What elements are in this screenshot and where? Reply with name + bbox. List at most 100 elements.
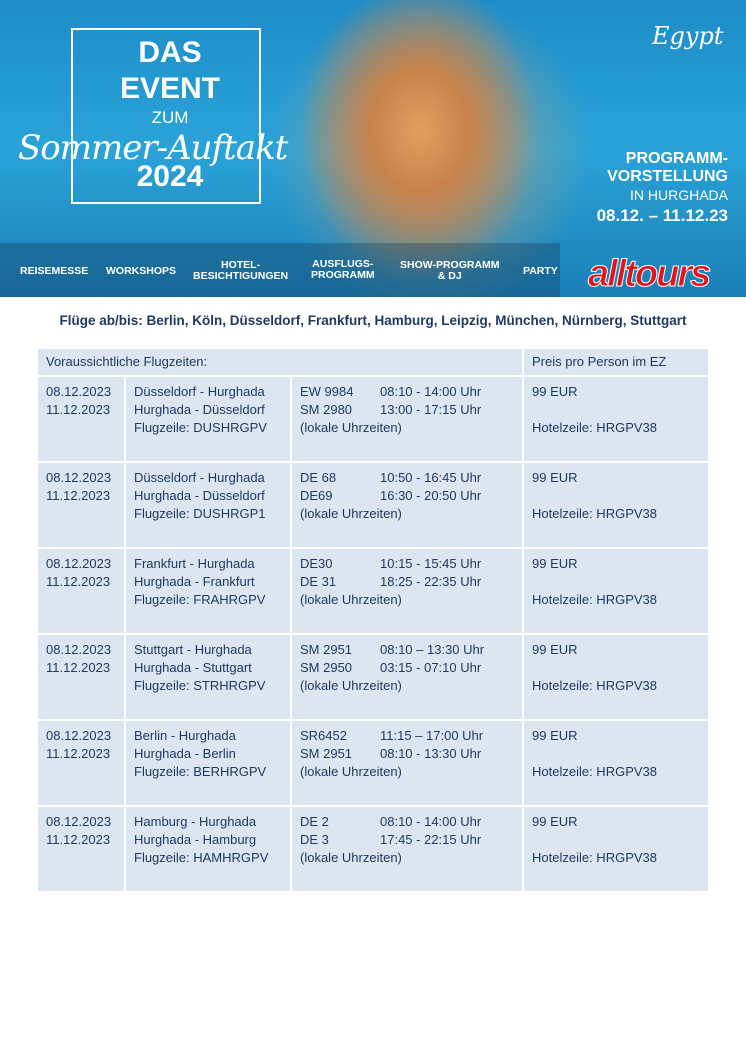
- hotel-code: Hotelzeile: HRGPV38: [532, 850, 657, 865]
- outbound-route: Hamburg - Hurghada: [134, 814, 257, 829]
- return-route: Hurghada - Stuttgart: [134, 660, 252, 675]
- table-row: 08.12.2023 11.12.2023 Stuttgart - Hurghad…: [38, 635, 708, 719]
- flight-table: Voraussichtliche Flugzeiten: Preis pro P…: [36, 347, 710, 893]
- return-date: 11.12.2023: [46, 832, 111, 847]
- dates-cell: 08.12.2023 11.12.2023: [38, 807, 124, 891]
- outbound-flight: SR6452: [300, 728, 347, 743]
- header-flight-times: Voraussichtliche Flugzeiten:: [38, 349, 522, 375]
- return-route: Hurghada - Düsseldorf: [134, 402, 265, 417]
- return-date: 11.12.2023: [46, 746, 111, 761]
- title-zum: ZUM: [151, 108, 189, 127]
- dates-cell: 08.12.2023 11.12.2023: [38, 721, 124, 805]
- outbound-date: 08.12.2023: [46, 642, 112, 657]
- route-cell: Düsseldorf - Hurghada Hurghada - Düsseldo…: [126, 377, 290, 461]
- program-line3: IN HURGHADA: [629, 187, 728, 203]
- route-cell: Hamburg - Hurghada Hurghada - Hamburg Flug…: [126, 807, 290, 891]
- hotel-code: Hotelzeile: HRGPV38: [532, 678, 657, 693]
- time-note: (lokale Uhrzeiten): [300, 420, 402, 435]
- hotel-code: Hotelzeile: HRGPV38: [532, 592, 657, 607]
- outbound-date: 08.12.2023: [46, 470, 112, 485]
- table-row: 08.12.2023 11.12.2023 Hamburg - Hurghada H…: [38, 807, 708, 891]
- flights-cell: DE30 10:15 - 15:45 Uhr DE 31 18:25 - 22:35 …: [292, 549, 522, 633]
- return-route: Hurghada - Berlin: [134, 746, 236, 761]
- dates-cell: 08.12.2023 11.12.2023: [38, 463, 124, 547]
- title-frame: [71, 28, 261, 204]
- header-price: Preis pro Person im EZ: [524, 349, 708, 375]
- return-route: Hurghada - Düsseldorf: [134, 488, 265, 503]
- feature-ausflug: AUSFLUGS- PROGRAMM: [311, 258, 375, 281]
- feature-show: SHOW-PROGRAMM & DJ: [400, 259, 500, 282]
- route-cell: Düsseldorf - Hurghada Hurghada - Düsseldo…: [126, 463, 290, 547]
- outbound-time: 08:10 - 14:00 Uhr: [380, 814, 482, 829]
- outbound-route: Düsseldorf - Hurghada: [134, 384, 265, 399]
- outbound-route: Berlin - Hurghada: [134, 728, 236, 743]
- outbound-date: 08.12.2023: [46, 384, 112, 399]
- return-time: 08:10 - 13:30 Uhr: [380, 746, 482, 761]
- outbound-route: Düsseldorf - Hurghada: [134, 470, 265, 485]
- return-route: Hurghada - Hamburg: [134, 832, 257, 847]
- outbound-time: 10:15 - 15:45 Uhr: [380, 556, 482, 571]
- return-date: 11.12.2023: [46, 402, 111, 417]
- return-date: 11.12.2023: [46, 488, 111, 503]
- price-cell: 99 EUR Hotelzeile: HRGPV38: [524, 807, 708, 891]
- program-dates: 08.12. – 11.12.23: [596, 206, 728, 225]
- time-note: (lokale Uhrzeiten): [300, 592, 402, 607]
- feature-party: PARTY: [523, 265, 558, 277]
- route-cell: Frankfurt - Hurghada Hurghada - Frankfurt…: [126, 549, 290, 633]
- feature-workshops: WORKSHOPS: [106, 265, 177, 277]
- outbound-date: 08.12.2023: [46, 556, 112, 571]
- outbound-route: Frankfurt - Hurghada: [134, 556, 255, 571]
- outbound-time: 08:10 – 13:30 Uhr: [380, 642, 485, 657]
- return-flight: SM 2951: [300, 746, 353, 761]
- return-flight: DE69: [300, 488, 333, 503]
- return-flight: SM 2980: [300, 402, 353, 417]
- outbound-flight: DE30: [300, 556, 333, 571]
- outbound-route: Stuttgart - Hurghada: [134, 642, 252, 657]
- outbound-flight: EW 9984: [300, 384, 354, 399]
- return-flight: SM 2950: [300, 660, 353, 675]
- outbound-date: 08.12.2023: [46, 814, 112, 829]
- flights-cell: SM 2951 08:10 – 13:30 Uhr SM 2950 03:15 - 0…: [292, 635, 522, 719]
- flight-code: Flugzeile: FRAHRGPV: [134, 592, 266, 607]
- return-time: 16:30 - 20:50 Uhr: [380, 488, 482, 503]
- flight-code: Flugzeile: DUSHRGP1: [134, 506, 266, 521]
- time-note: (lokale Uhrzeiten): [300, 764, 402, 779]
- price: 99 EUR: [532, 814, 578, 829]
- route-cell: Berlin - Hurghada Hurghada - Berlin Flugze…: [126, 721, 290, 805]
- time-note: (lokale Uhrzeiten): [300, 678, 402, 693]
- price-cell: 99 EUR Hotelzeile: HRGPV38: [524, 635, 708, 719]
- time-note: (lokale Uhrzeiten): [300, 506, 402, 521]
- flights-cell: DE 2 08:10 - 14:00 Uhr DE 3 17:45 - 22:15 U…: [292, 807, 522, 891]
- hotel-code: Hotelzeile: HRGPV38: [532, 420, 657, 435]
- table-row: 08.12.2023 11.12.2023 Berlin - Hurghada Hu…: [38, 721, 708, 805]
- table-row: 08.12.2023 11.12.2023 Düsseldorf - Hurgha…: [38, 377, 708, 461]
- dates-cell: 08.12.2023 11.12.2023: [38, 549, 124, 633]
- flight-code: Flugzeile: HAMHRGPV: [134, 850, 269, 865]
- return-flight: DE 31: [300, 574, 337, 589]
- price-cell: 99 EUR Hotelzeile: HRGPV38: [524, 463, 708, 547]
- return-flight: DE 3: [300, 832, 329, 847]
- flight-code: Flugzeile: DUSHRGPV: [134, 420, 267, 435]
- price: 99 EUR: [532, 384, 578, 399]
- outbound-date: 08.12.2023: [46, 728, 112, 743]
- outbound-flight: SM 2951: [300, 642, 353, 657]
- flights-cell: DE 68 10:50 - 16:45 Uhr DE69 16:30 - 20:50 …: [292, 463, 522, 547]
- flight-code: Flugzeile: BERHRGPV: [134, 764, 267, 779]
- flight-code: Flugzeile: STRHRGPV: [134, 678, 266, 693]
- price: 99 EUR: [532, 642, 578, 657]
- alltours-logo: alltours: [587, 253, 711, 295]
- return-time: 18:25 - 22:35 Uhr: [380, 574, 482, 589]
- return-date: 11.12.2023: [46, 660, 111, 675]
- hotel-code: Hotelzeile: HRGPV38: [532, 764, 657, 779]
- title-das: DAS: [138, 36, 202, 69]
- return-time: 17:45 - 22:15 Uhr: [380, 832, 482, 847]
- feature-bar: [0, 243, 560, 297]
- outbound-time: 11:15 – 17:00 Uhr: [380, 728, 484, 743]
- return-time: 13:00 - 17:15 Uhr: [380, 402, 482, 417]
- dates-cell: 08.12.2023 11.12.2023: [38, 377, 124, 461]
- flights-cell: SR6452 11:15 – 17:00 Uhr SM 2951 08:10 - 1…: [292, 721, 522, 805]
- price-cell: 99 EUR Hotelzeile: HRGPV38: [524, 549, 708, 633]
- price-cell: 99 EUR Hotelzeile: HRGPV38: [524, 377, 708, 461]
- dates-cell: 08.12.2023 11.12.2023: [38, 635, 124, 719]
- return-date: 11.12.2023: [46, 574, 111, 589]
